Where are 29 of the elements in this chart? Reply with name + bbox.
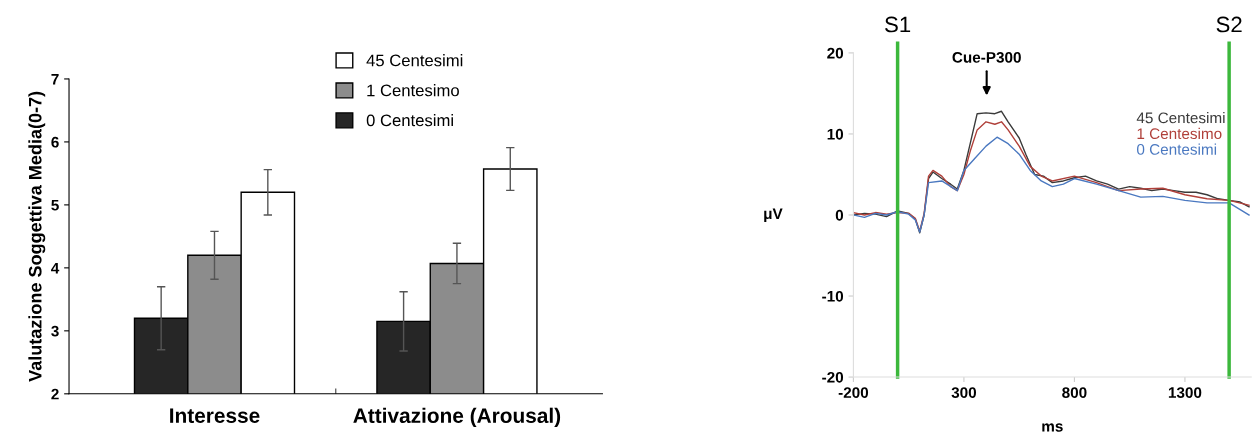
text: 45 Centesimi [1136, 112, 1225, 124]
y-tick-label: 10 [827, 128, 844, 140]
x-tick-label: Attivazione (Arousal) [353, 407, 561, 428]
x-tick-label: Interesse [170, 408, 260, 423]
legend-label: 0 Centesimi [366, 114, 453, 127]
annotation: Cue-P300 [952, 51, 1021, 63]
legend-label: 45 Centesimi [366, 54, 463, 67]
y-tick-label: -10 [822, 290, 844, 302]
y-tick-label: 0 [835, 209, 844, 221]
y-tick-label: 6 [51, 136, 59, 148]
y-axis-title: μV [764, 208, 783, 223]
y-tick-label: 5 [51, 199, 59, 211]
y-tick-label: 7 [51, 73, 59, 85]
x-tick-label: -200 [838, 387, 869, 398]
legend-label: 1 Centesimo [367, 84, 459, 97]
ref-line-label: S2 [1216, 16, 1242, 33]
x-tick-label: 300 [951, 387, 977, 399]
y-tick-label: 2 [51, 388, 59, 400]
y-tick-label: 3 [51, 325, 59, 337]
text: 1 Centesimo [1137, 127, 1222, 140]
x-tick-label: 1300 [1168, 387, 1202, 399]
y-tick-label: 4 [51, 262, 60, 274]
ref-line-label: S1 [885, 16, 911, 33]
x-axis-title: ms [1042, 423, 1063, 432]
text: 0 Centesimi [1136, 143, 1217, 155]
x-tick-label: 800 [1062, 387, 1087, 398]
y-tick-label: 20 [827, 47, 844, 59]
y-tick-label: -20 [822, 371, 844, 383]
y-axis-title: Valutazione Soggettiva Media(0-7) [28, 91, 46, 382]
